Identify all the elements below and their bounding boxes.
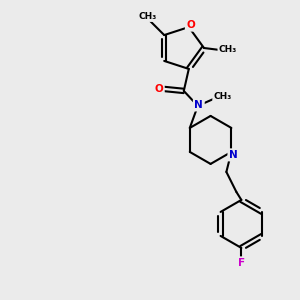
Text: CH₃: CH₃ — [138, 12, 156, 21]
Text: O: O — [154, 84, 163, 94]
Text: N: N — [194, 100, 203, 110]
Text: CH₃: CH₃ — [219, 46, 237, 55]
Text: CH₃: CH₃ — [214, 92, 232, 101]
Text: F: F — [238, 258, 245, 268]
Text: N: N — [229, 150, 238, 160]
Text: O: O — [186, 20, 195, 30]
